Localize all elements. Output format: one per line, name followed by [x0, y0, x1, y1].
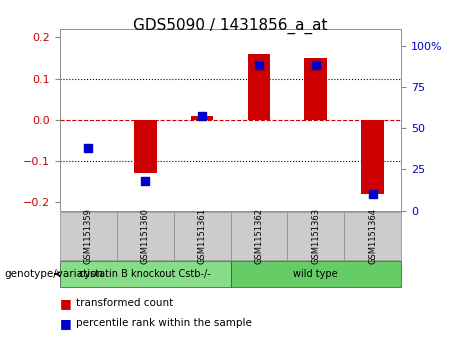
Text: GDS5090 / 1431856_a_at: GDS5090 / 1431856_a_at: [133, 18, 328, 34]
Point: [255, 62, 263, 68]
Text: percentile rank within the sample: percentile rank within the sample: [76, 318, 252, 328]
Point: [312, 62, 319, 68]
Text: GSM1151362: GSM1151362: [254, 208, 263, 264]
Bar: [361, 120, 384, 194]
Point: [198, 114, 206, 119]
Text: cystatin B knockout Cstb-/-: cystatin B knockout Cstb-/-: [79, 269, 211, 279]
Bar: [191, 116, 213, 120]
Text: GSM1151359: GSM1151359: [84, 208, 93, 264]
Text: ■: ■: [60, 317, 71, 330]
Text: genotype/variation: genotype/variation: [5, 269, 104, 279]
Text: GSM1151360: GSM1151360: [141, 208, 150, 264]
Text: GSM1151364: GSM1151364: [368, 208, 377, 264]
Bar: [304, 58, 327, 120]
Bar: [134, 120, 157, 174]
Text: GSM1151363: GSM1151363: [311, 208, 320, 264]
Text: ■: ■: [60, 297, 71, 310]
Text: wild type: wild type: [294, 269, 338, 279]
Point: [142, 178, 149, 184]
Text: transformed count: transformed count: [76, 298, 173, 308]
Point: [369, 191, 376, 197]
Point: [85, 145, 92, 151]
Bar: [248, 54, 270, 120]
Text: GSM1151361: GSM1151361: [198, 208, 207, 264]
